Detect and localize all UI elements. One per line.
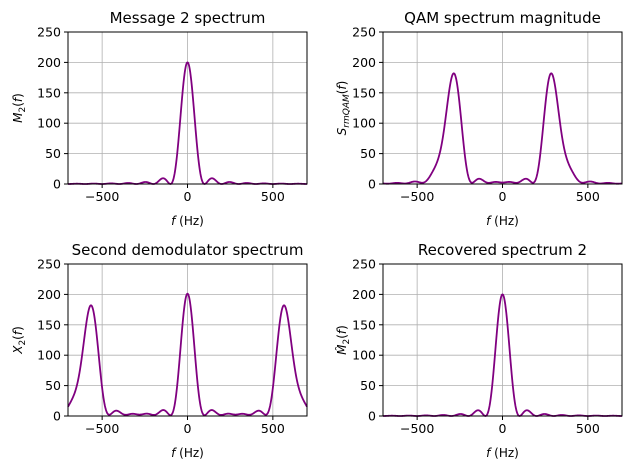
- y-tick-label: 100: [352, 116, 376, 131]
- y-tick-label: 0: [53, 409, 61, 424]
- y-tick-label: 150: [352, 85, 376, 100]
- y-tick-label: 200: [37, 287, 61, 302]
- y-axis-label: M2(f): [11, 93, 28, 123]
- y-tick-label: 50: [360, 146, 376, 161]
- y-tick-label: 250: [352, 25, 376, 40]
- y-tick-label: 0: [53, 177, 61, 192]
- x-tick-label: 0: [184, 189, 192, 204]
- y-axis-label: SrmQAM(f): [335, 81, 352, 136]
- y-tick-label: 150: [37, 317, 61, 332]
- y-tick-label: 200: [352, 55, 376, 70]
- y-tick-label: 100: [37, 116, 61, 131]
- subplot-qam-spectrum-magnitude: QAM spectrum magnitude −500 0 500 0 50 100 150…: [335, 9, 623, 228]
- y-tick-label: 100: [37, 348, 61, 363]
- y-tick-label: 0: [368, 409, 376, 424]
- y-tick-label: 50: [45, 378, 61, 393]
- x-tick-label: 500: [261, 421, 285, 436]
- y-tick-label: 100: [352, 348, 376, 363]
- y-axis-label: M̂2(f): [335, 325, 352, 355]
- x-axis-label: f (Hz): [486, 446, 519, 460]
- x-tick-label: 500: [576, 189, 600, 204]
- subplot-second-demodulator-spectrum: Second demodulator spectrum −500 0 500 0 50 1…: [11, 241, 308, 460]
- y-tick-label: 200: [37, 55, 61, 70]
- x-tick-label: 0: [499, 189, 507, 204]
- y-tick-label: 250: [37, 257, 61, 272]
- spectrum-line: [382, 72, 623, 185]
- x-axis-label: f (Hz): [486, 214, 519, 228]
- spectrum-line: [67, 292, 308, 417]
- y-tick-label: 50: [360, 378, 376, 393]
- x-tick-label: −500: [85, 421, 119, 436]
- y-tick-label: 50: [45, 146, 61, 161]
- subplot-message-2-spectrum: Message 2 spectrum −500 0 500 0 50 100 150 200 2…: [11, 9, 308, 228]
- y-tick-label: 250: [352, 257, 376, 272]
- x-tick-label: −500: [400, 421, 434, 436]
- chart-title: Message 2 spectrum: [110, 9, 266, 27]
- x-tick-label: 0: [184, 421, 192, 436]
- y-tick-label: 150: [37, 85, 61, 100]
- x-tick-label: −500: [400, 189, 434, 204]
- y-tick-label: 250: [37, 25, 61, 40]
- chart-title: QAM spectrum magnitude: [404, 9, 601, 27]
- y-axis-label: X2(f): [11, 326, 28, 355]
- y-tick-label: 200: [352, 287, 376, 302]
- y-tick-label: 150: [352, 317, 376, 332]
- x-axis-label: f (Hz): [171, 214, 204, 228]
- x-tick-label: −500: [85, 189, 119, 204]
- chart-title: Recovered spectrum 2: [418, 241, 587, 259]
- x-tick-label: 500: [576, 421, 600, 436]
- x-axis-label: f (Hz): [171, 446, 204, 460]
- x-tick-label: 0: [499, 421, 507, 436]
- subplot-recovered-spectrum-2: Recovered spectrum 2 −500 0 500 0 50 100 150 20…: [335, 241, 623, 460]
- x-tick-label: 500: [261, 189, 285, 204]
- chart-title: Second demodulator spectrum: [72, 241, 304, 259]
- y-tick-label: 0: [368, 177, 376, 192]
